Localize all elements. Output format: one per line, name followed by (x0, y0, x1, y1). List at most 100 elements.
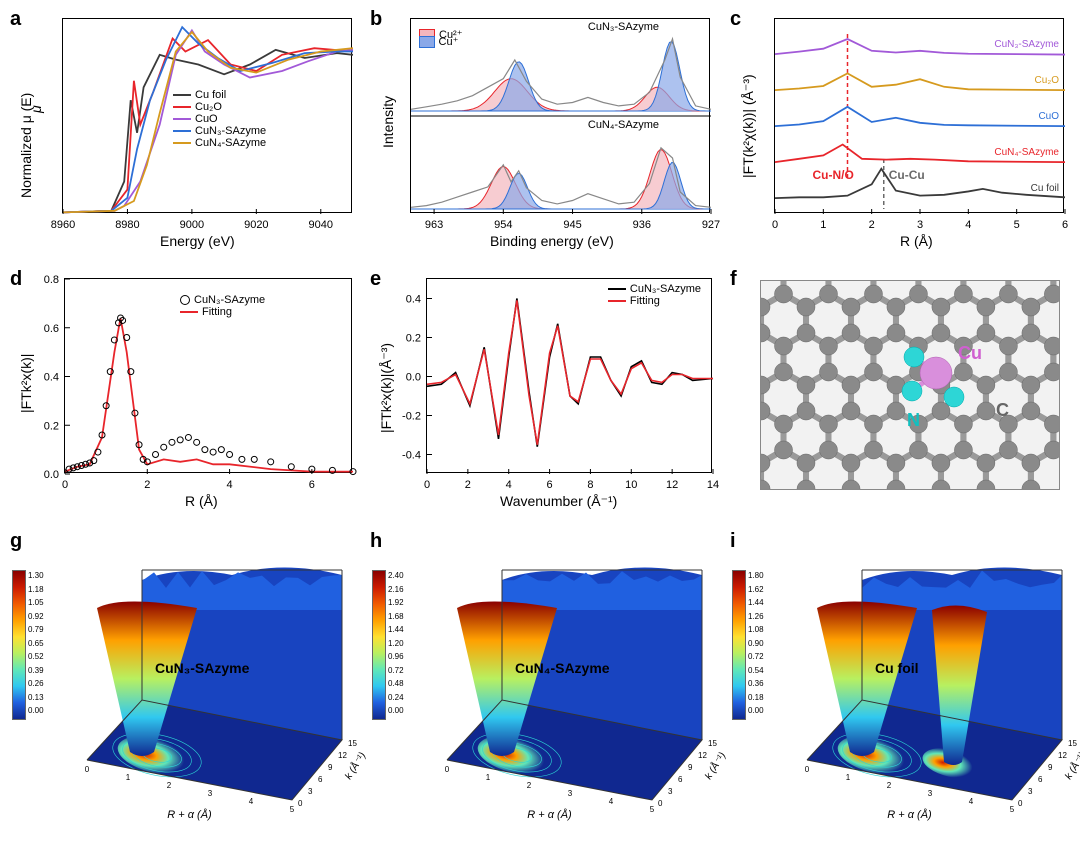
svg-text:N: N (907, 410, 920, 430)
svg-text:3: 3 (668, 787, 673, 796)
svg-text:9040: 9040 (309, 219, 333, 231)
svg-text:0.0: 0.0 (44, 469, 59, 481)
svg-text:1: 1 (126, 773, 131, 782)
wavelet-3d-h: R + α (Å)k (Å⁻¹)01234503691215 (392, 540, 712, 820)
svg-text:9020: 9020 (244, 219, 268, 231)
svg-text:0.4: 0.4 (44, 372, 59, 384)
svg-text:0.4: 0.4 (406, 294, 421, 306)
panel-b-chart: 963954945936927 Cu²⁺ Cu⁺ CuN₃-SAzyme CuN… (410, 18, 710, 213)
svg-text:CuO: CuO (1038, 111, 1059, 122)
panel-b-xlabel: Binding energy (eV) (490, 233, 614, 249)
svg-text:0.0: 0.0 (406, 372, 421, 384)
svg-text:R + α (Å): R + α (Å) (527, 808, 572, 821)
svg-text:6: 6 (1038, 775, 1043, 784)
panel-f-structure: Cu N C (760, 280, 1060, 490)
svg-text:3: 3 (568, 789, 573, 798)
svg-text:6: 6 (1062, 219, 1068, 231)
panel-e-xlabel: Wavenumber (Å⁻¹) (500, 493, 617, 510)
svg-text:4: 4 (965, 219, 971, 231)
svg-text:954: 954 (494, 219, 512, 231)
svg-text:12: 12 (666, 479, 678, 491)
svg-text:12: 12 (1058, 751, 1067, 760)
svg-text:R + α (Å): R + α (Å) (167, 808, 212, 821)
panel-b-bot-label: CuN₄-SAzyme (588, 119, 659, 131)
svg-text:-0.2: -0.2 (402, 411, 421, 423)
svg-text:15: 15 (708, 739, 717, 748)
svg-text:1: 1 (820, 219, 826, 231)
svg-text:CuN₄-SAzyme: CuN₄-SAzyme (994, 147, 1059, 158)
svg-text:15: 15 (348, 739, 357, 748)
svg-text:0: 0 (1018, 799, 1023, 808)
svg-text:4: 4 (249, 797, 254, 806)
svg-text:945: 945 (563, 219, 581, 231)
panel-e-ylabel: |FTk²x(k)|(Å⁻³) (378, 343, 395, 433)
svg-text:0: 0 (62, 479, 68, 491)
svg-text:5: 5 (650, 805, 655, 814)
svg-text:2: 2 (465, 479, 471, 491)
svg-text:6: 6 (309, 479, 315, 491)
svg-text:5: 5 (1010, 805, 1015, 814)
panel-label-f: f (730, 268, 737, 291)
svg-text:Cu₂O: Cu₂O (1035, 75, 1060, 86)
panel-b-ylabel: Intensity (380, 96, 396, 148)
svg-text:6: 6 (678, 775, 683, 784)
panel-a-legend: Cu foil Cu₂O CuO CuN₃-SAzyme CuN₄-SAzyme (173, 89, 266, 149)
svg-text:3: 3 (1028, 787, 1033, 796)
svg-text:Cu foil: Cu foil (1031, 183, 1059, 194)
svg-text:9: 9 (1048, 763, 1053, 772)
svg-text:3: 3 (917, 219, 923, 231)
svg-text:2: 2 (869, 219, 875, 231)
svg-text:R + α (Å): R + α (Å) (887, 808, 932, 821)
panel-label-d: d (10, 268, 22, 291)
svg-text:6: 6 (318, 775, 323, 784)
svg-text:0: 0 (85, 765, 90, 774)
svg-text:5: 5 (290, 805, 295, 814)
svg-text:0: 0 (298, 799, 303, 808)
panel-a-ylabel-full: Normalized μ (E) (18, 93, 34, 198)
panel-b-legend: Cu²⁺ Cu⁺ (419, 21, 458, 48)
svg-text:9: 9 (328, 763, 333, 772)
svg-text:4: 4 (506, 479, 512, 491)
svg-text:0.8: 0.8 (44, 274, 59, 286)
panel-d-legend: CuN₃-SAzyme Fitting (180, 294, 265, 318)
svg-text:9000: 9000 (180, 219, 204, 231)
svg-text:8: 8 (587, 479, 593, 491)
svg-text:Cu: Cu (958, 343, 982, 363)
panel-label-e: e (370, 268, 381, 291)
svg-text:2: 2 (887, 781, 892, 790)
panel-d-chart: 02460.00.20.40.60.8 CuN₃-SAzyme Fitting (64, 278, 352, 473)
svg-text:3: 3 (928, 789, 933, 798)
svg-text:1: 1 (486, 773, 491, 782)
wavelet-3d-g: R + α (Å)k (Å⁻¹)01234503691215 (32, 540, 352, 820)
svg-text:0.2: 0.2 (406, 333, 421, 345)
panel-e-chart: 02468101214-0.4-0.20.00.20.4 CuN₃-SAzyme… (426, 278, 712, 473)
svg-text:10: 10 (625, 479, 637, 491)
svg-text:1: 1 (846, 773, 851, 782)
svg-text:8960: 8960 (51, 219, 75, 231)
panel-c-xlabel: R (Å) (900, 233, 933, 249)
svg-text:12: 12 (698, 751, 707, 760)
panel-c-ylabel: |FT(k²χ(k))| (Å⁻³) (740, 74, 757, 178)
svg-text:Cu-N/O: Cu-N/O (813, 168, 854, 182)
panel-a-xlabel: Energy (eV) (160, 233, 235, 249)
svg-text:9: 9 (688, 763, 693, 772)
svg-text:0: 0 (805, 765, 810, 774)
svg-text:6: 6 (547, 479, 553, 491)
svg-text:C: C (996, 400, 1009, 420)
svg-text:4: 4 (969, 797, 974, 806)
svg-text:2: 2 (527, 781, 532, 790)
panel-a-chart: 89608980900090209040 Cu foil Cu₂O CuO Cu… (62, 18, 352, 213)
svg-text:0: 0 (772, 219, 778, 231)
panel-label-c: c (730, 8, 741, 31)
panel-d-xlabel: R (Å) (185, 493, 218, 509)
svg-text:3: 3 (208, 789, 213, 798)
svg-text:3: 3 (308, 787, 313, 796)
svg-text:12: 12 (338, 751, 347, 760)
svg-text:0: 0 (445, 765, 450, 774)
panel-c-chart: CuN₃-SAzymeCu₂OCuOCuN₄-SAzymeCu foilCu-N… (774, 18, 1064, 213)
svg-text:2: 2 (167, 781, 172, 790)
svg-text:4: 4 (609, 797, 614, 806)
panel-d-ylabel: |FTk²x(k)| (18, 354, 34, 413)
svg-text:0: 0 (658, 799, 663, 808)
svg-text:8980: 8980 (115, 219, 139, 231)
